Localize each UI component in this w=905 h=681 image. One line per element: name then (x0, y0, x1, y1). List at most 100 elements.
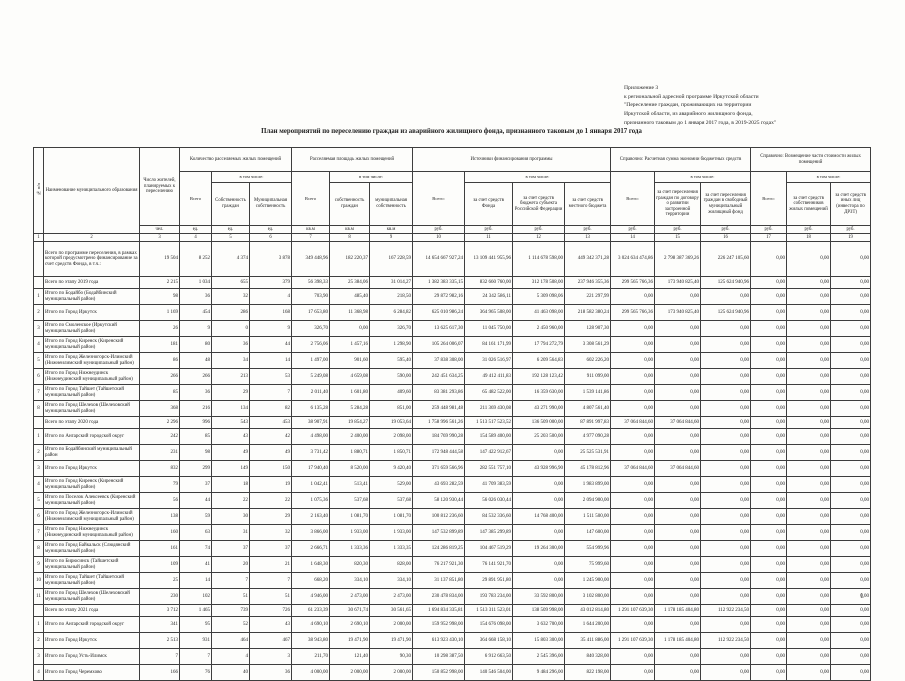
table-row: 2 Итого по Город Иркутск 1 169 454 286 168 17 … (33, 304, 872, 321)
column-index-cell: 1 (33, 233, 44, 242)
value-cell: 0,00 (830, 476, 872, 493)
value-cell: 25 384,06 (329, 276, 371, 289)
unit-cell: кв.м (291, 225, 331, 234)
value-cell: 173 940 825,40 (654, 276, 702, 289)
value-cell: 140 546 504,00 (464, 664, 514, 681)
column-index-cell: 8 (329, 233, 371, 242)
value-cell: 1 539 141,86 (564, 384, 612, 401)
col-header-area-citizens: собственность граждан (329, 182, 371, 226)
value-cell: 52 (211, 616, 250, 633)
value-cell: 0,00 (750, 572, 788, 589)
value-cell: 1 081,70 (329, 508, 371, 525)
value-cell: 0,00 (700, 400, 752, 417)
value-cell: 0,00 (786, 572, 832, 589)
value-cell: 193 783 234,00 (464, 588, 514, 605)
value-cell: 100 812 236,60 (412, 508, 466, 525)
value-cell: 0,00 (830, 241, 872, 277)
value-cell: 38 943,80 (291, 632, 331, 649)
municipality-name-cell: Итого по Город Шелехов (Шелеховский муни… (43, 400, 140, 417)
value-cell: 218 582 380,24 (564, 304, 612, 321)
value-cell: 0,00 (830, 276, 872, 289)
value-cell: 4 000,00 (291, 664, 331, 681)
value-cell: 102 (179, 588, 212, 605)
municipality-name-cell: Всего по программе переселения, в рамках… (43, 241, 140, 277)
value-cell: 181 (139, 336, 180, 353)
value-cell: 32 (211, 288, 250, 305)
value-cell: 0,00 (750, 588, 788, 605)
value-cell: 379 (248, 276, 293, 289)
value-cell: 0,00 (700, 540, 752, 557)
table-row: 5 Итого по Поселок Алексеевск (Киренский … (33, 492, 872, 509)
value-cell: 0,00 (512, 524, 566, 541)
value-cell: 138 509 998,00 (512, 604, 566, 617)
value-cell: 61 233,39 (291, 604, 331, 617)
col-header-units-municipal: Муниципальная собственность (248, 182, 293, 226)
value-cell: 30 561,65 (369, 604, 414, 617)
unit-cell: кв.м (329, 225, 371, 234)
value-cell: 0,00 (786, 368, 832, 385)
value-cell: 17 794 272,79 (512, 336, 566, 353)
value-cell: 0,00 (654, 540, 702, 557)
value-cell: 513,41 (329, 476, 371, 493)
value-cell: 0,00 (610, 476, 656, 493)
value-cell: 230 (139, 588, 180, 605)
value-cell: 0,00 (786, 508, 832, 525)
municipality-name-cell: Итого по Город Железногорск-Илимский (Ни… (43, 352, 140, 369)
row-number-cell (33, 276, 44, 289)
value-cell: 22 (248, 492, 293, 509)
value-cell: 0,00 (700, 444, 752, 461)
value-cell: 147 600,00 (564, 524, 612, 541)
value-cell: 51 (211, 588, 250, 605)
value-cell: 121,40 (329, 648, 371, 665)
table-row: 8 Итого по Город Байкальск (Слюдянский му… (33, 540, 872, 557)
municipality-name-cell: Итого по Город Киренск (Киренский муници… (43, 476, 140, 493)
row-number-cell: 4 (33, 336, 44, 353)
column-index-cell: 3 (139, 233, 180, 242)
value-cell: 0,00 (750, 664, 788, 681)
col-header-name: Наименование муниципального образования (43, 147, 140, 234)
row-number-cell: 11 (33, 588, 44, 605)
group-header-finance: Источники финансирования программы (412, 147, 612, 172)
value-cell: 80 (179, 336, 212, 353)
value-cell: 0,00 (786, 616, 832, 633)
value-cell: 1 382 383 335,15 (412, 276, 466, 289)
value-cell: 0,00 (700, 368, 752, 385)
value-cell: 0,00 (786, 648, 832, 665)
municipality-name-cell: Всего по этапу 2021 года (43, 604, 140, 617)
value-cell: 79 (139, 476, 180, 493)
col-header-reimb-total: Всего: (750, 171, 788, 226)
row-number-cell (33, 604, 44, 617)
value-cell: 0,00 (610, 524, 656, 541)
value-cell: 84 532 336,60 (464, 508, 514, 525)
value-cell: 2 094 900,00 (564, 492, 612, 509)
value-cell: 0,00 (786, 444, 832, 461)
value-cell: 1 291 107 639,30 (610, 604, 656, 617)
value-cell: 0,00 (830, 648, 872, 665)
value-cell: 0,00 (610, 384, 656, 401)
value-cell: 0,00 (700, 588, 752, 605)
value-cell: 0,00 (700, 572, 752, 589)
value-cell: 65 482 522,00 (464, 384, 514, 401)
value-cell: 0,00 (610, 572, 656, 589)
value-cell: 4 690,10 (291, 616, 331, 633)
value-cell: 36 (179, 384, 212, 401)
value-cell: 226 247 105,60 (700, 241, 752, 277)
municipality-name-cell: Итого по Бирюсинск (Тайшетский муниципал… (43, 556, 140, 573)
value-cell: 0,00 (750, 416, 788, 429)
value-cell: 147 422 912,67 (464, 444, 514, 461)
value-cell: 19 504 (139, 241, 180, 277)
value-cell: 0,00 (610, 556, 656, 573)
value-cell: 0,00 (830, 492, 872, 509)
value-cell: 0,00 (830, 288, 872, 305)
value-cell: 0,00 (750, 556, 788, 573)
value-cell: 7 (139, 648, 180, 665)
row-number-cell: 3 (33, 648, 44, 665)
value-cell: 43 012 814,80 (564, 604, 612, 617)
value-cell: 43 693 282,59 (412, 476, 466, 493)
value-cell: 43 (211, 428, 250, 445)
value-cell: 0,00 (610, 320, 656, 337)
value-cell: 266 (139, 368, 180, 385)
value-cell: 3 632 700,00 (512, 616, 566, 633)
value-cell: 828,00 (369, 556, 414, 573)
value-cell: 37 064 844,60 (654, 460, 702, 477)
